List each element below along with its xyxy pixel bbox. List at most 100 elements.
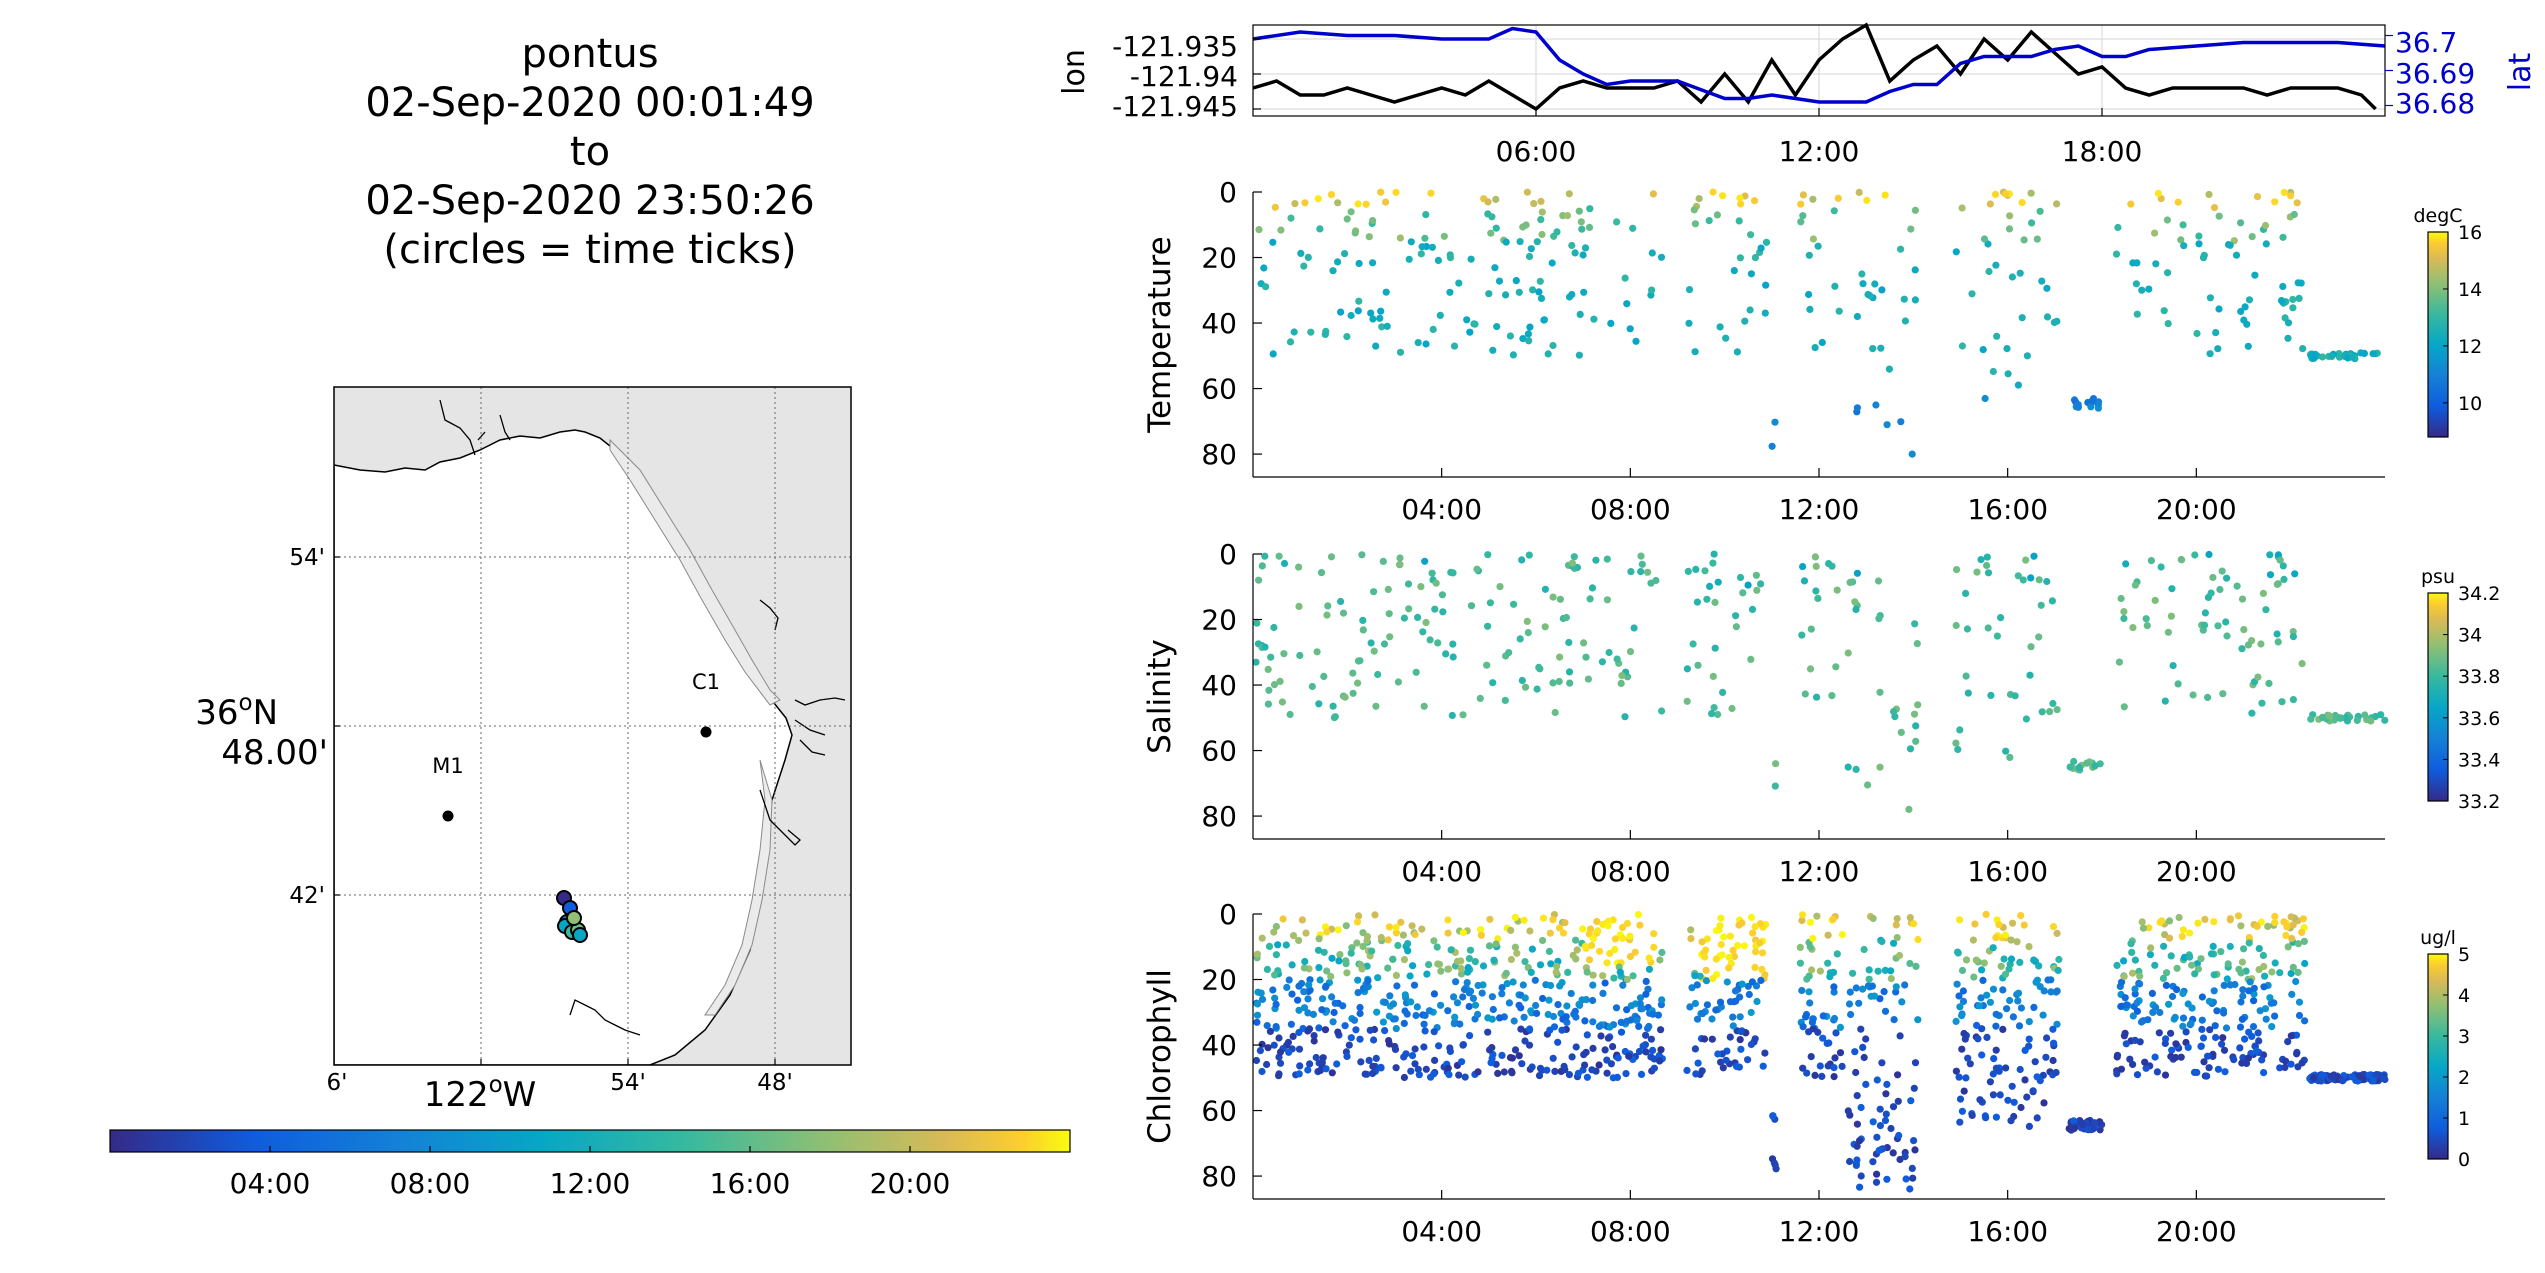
temperature-point (1372, 342, 1380, 350)
salinity-point (2218, 567, 2226, 575)
chlorophyll-point (1253, 1000, 1262, 1008)
chlorophyll-point (1836, 1023, 1844, 1031)
temperature-point (1525, 252, 1534, 261)
chlorophyll-point (1708, 1015, 1716, 1023)
salinity-point (2131, 581, 2139, 589)
chlorophyll-point (2207, 950, 2216, 958)
temperature-point (2179, 221, 2187, 229)
chlorophyll-point (1601, 1046, 1609, 1054)
temperature-point (2160, 307, 2168, 315)
salinity-point (1521, 683, 1530, 691)
salinity-point (2289, 696, 2297, 704)
chlorophyll-point (1960, 1029, 1968, 1038)
chlorophyll-point (1507, 926, 1515, 935)
chlorophyll-point (1333, 1060, 1341, 1068)
chlorophyll-point (1372, 1054, 1380, 1062)
temperature-point (1377, 188, 1385, 196)
chlorophyll-point (1633, 1016, 1641, 1024)
chlorophyll-point (1408, 1052, 1417, 1060)
salinity-point (2291, 570, 2299, 578)
chlorophyll-point (1851, 1048, 1859, 1056)
chlorophyll-point (1494, 1069, 1502, 1077)
chlorophyll-point (1593, 917, 1601, 926)
temperature-point (1709, 188, 1717, 196)
salinity-point (1719, 688, 1727, 697)
chlorophyll-point (1892, 983, 1900, 991)
chlorophyll-point (1726, 932, 1734, 940)
salinity-point (1349, 689, 1357, 697)
chlorophyll-point (1992, 934, 2000, 942)
chlorophyll-point (1604, 922, 1612, 930)
chlorophyll-point (1880, 988, 1888, 996)
chlorophyll-point (1882, 1090, 1890, 1098)
chlorophyll-point (1731, 987, 1740, 995)
salinity-point (2048, 597, 2056, 605)
chlorophyll-point (1719, 1064, 1727, 1072)
salinity-point (1549, 593, 1557, 601)
temperature-point (1255, 226, 1263, 234)
chlorophyll-point (1391, 1015, 1399, 1023)
salinity-point (1814, 594, 1822, 603)
chlorophyll-point (1887, 975, 1895, 983)
chlorophyll-point (1869, 1118, 1877, 1126)
chlorophyll-point (1573, 946, 1581, 954)
chlorophyll-xtick-label: 16:00 (1967, 1215, 2048, 1248)
temperature-point (1719, 192, 1727, 200)
lon-tick-3: -121.945 (1112, 90, 1238, 123)
salinity-point (1356, 657, 1364, 665)
time-colorbar-tick-1200: 12:00 (550, 1167, 631, 1200)
temperature-point (1396, 234, 1404, 242)
chlorophyll-point (2255, 1037, 2263, 1045)
chlorophyll-point (1806, 918, 1814, 926)
temperature-point (2094, 404, 2102, 412)
salinity-point (1905, 805, 1913, 814)
chlorophyll-point (1474, 981, 1482, 990)
temperature-point (2289, 295, 2297, 304)
temperature-point (2253, 193, 2262, 201)
salinity-point (1580, 639, 1588, 647)
chlorophyll-point (1726, 1033, 1734, 1041)
temperature-point (1835, 307, 1843, 315)
chlorophyll-point (1444, 916, 1452, 924)
temperature-xtick-label: 12:00 (1779, 493, 1860, 526)
map-lat-tick-42: 42' (289, 883, 325, 909)
chlorophyll-point (1849, 969, 1857, 977)
salinity-point (2266, 551, 2274, 559)
chlorophyll-point (1658, 948, 1666, 957)
chlorophyll-point (2280, 918, 2288, 926)
salinity-point (2259, 589, 2267, 598)
temperature-point (2145, 285, 2153, 293)
salinity-point (1276, 677, 1284, 686)
salinity-point (1358, 551, 1366, 559)
temperature-point (1746, 306, 1754, 314)
salinity-point (1566, 679, 1574, 687)
chlorophyll-point (2236, 1044, 2244, 1052)
salinity-point (1555, 677, 1563, 686)
temperature-point (1537, 294, 1546, 302)
salinity-point (2019, 576, 2027, 584)
temperature-point (2251, 271, 2259, 279)
chlorophyll-point (1394, 941, 1402, 950)
salinity-point (1396, 554, 1404, 562)
temperature-point (2261, 221, 2270, 230)
salinity-point (1627, 568, 1635, 576)
chlorophyll-point (1865, 975, 1873, 983)
temperature-point (1492, 195, 1500, 203)
chlorophyll-point (1636, 921, 1644, 929)
temperature-point (1900, 295, 1908, 303)
chlorophyll-point (2156, 918, 2164, 926)
chlorophyll-point (1425, 1007, 1434, 1015)
chlorophyll-point (1357, 1058, 1365, 1066)
temperature-point (1286, 338, 1295, 346)
temperature-point (2195, 232, 2203, 240)
chlorophyll-point (1979, 976, 1987, 985)
temperature-point (1751, 197, 1759, 205)
chlorophyll-point (1978, 1051, 1986, 1059)
temperature-point (1830, 207, 1838, 215)
temperature-point (2114, 223, 2122, 232)
chlorophyll-point (2052, 1068, 2060, 1077)
chlorophyll-point (2223, 975, 2231, 983)
chlorophyll-point (1543, 1066, 1551, 1074)
chlorophyll-point (1392, 929, 1400, 937)
